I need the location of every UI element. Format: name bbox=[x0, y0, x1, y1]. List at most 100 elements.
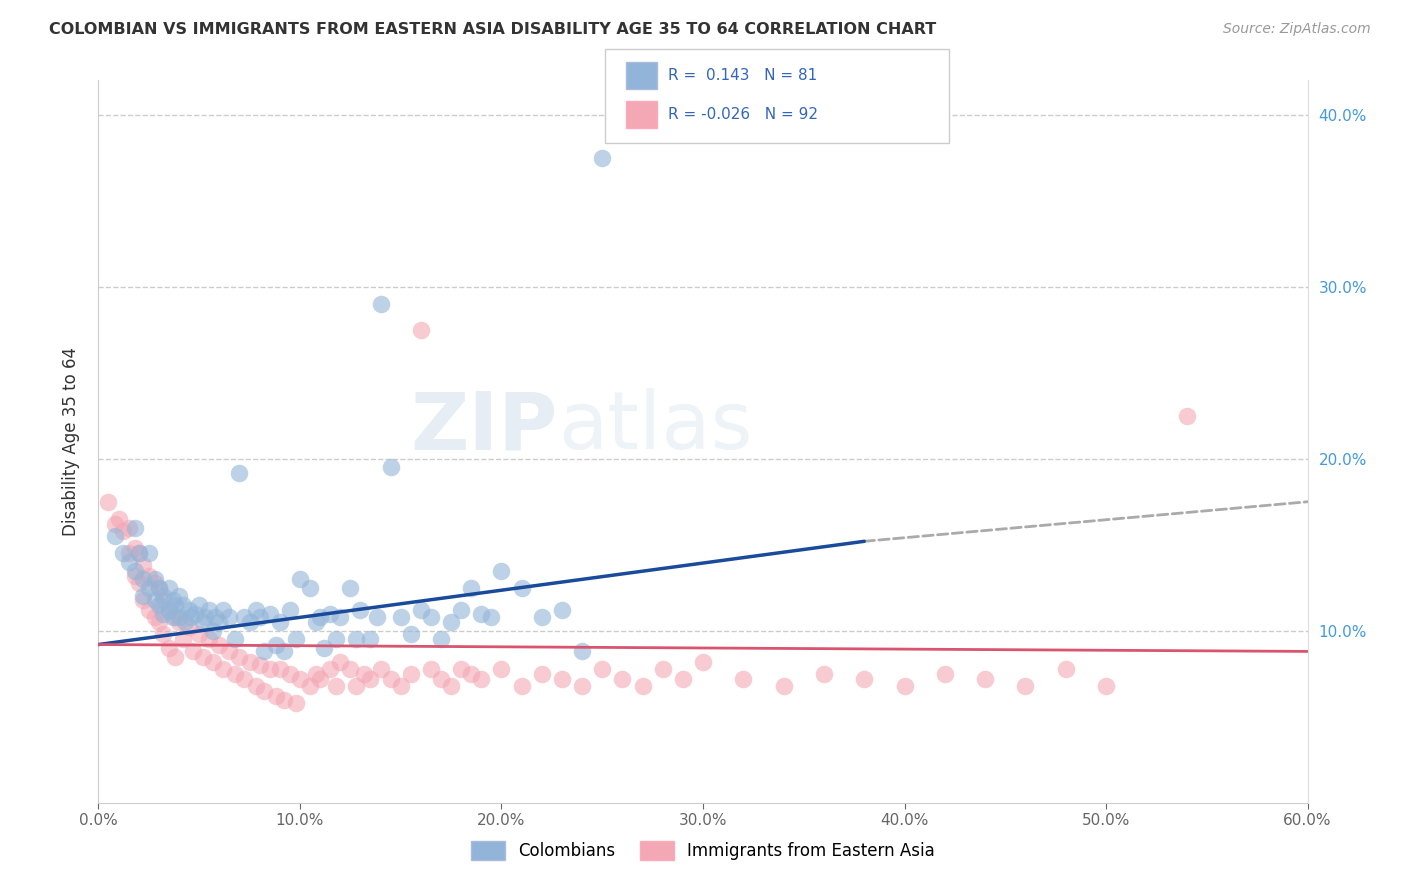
Point bbox=[259, 662, 281, 676]
Point bbox=[284, 632, 307, 647]
Point bbox=[148, 581, 170, 595]
Text: Source: ZipAtlas.com: Source: ZipAtlas.com bbox=[1223, 22, 1371, 37]
Point bbox=[128, 546, 150, 560]
Point bbox=[172, 598, 194, 612]
Point bbox=[571, 644, 593, 658]
Point bbox=[152, 627, 174, 641]
Point bbox=[813, 666, 835, 681]
Point bbox=[239, 615, 262, 630]
Point bbox=[430, 632, 453, 647]
Point bbox=[353, 666, 375, 681]
Point bbox=[132, 572, 155, 586]
Point bbox=[278, 603, 301, 617]
Point bbox=[360, 632, 382, 647]
Point bbox=[420, 610, 443, 624]
Point bbox=[314, 640, 336, 655]
Point bbox=[232, 610, 254, 624]
Point bbox=[128, 575, 150, 590]
Point bbox=[440, 679, 463, 693]
Point bbox=[152, 590, 174, 604]
Point bbox=[163, 649, 186, 664]
Point bbox=[138, 546, 160, 560]
Point bbox=[399, 627, 422, 641]
Text: atlas: atlas bbox=[558, 388, 752, 467]
Point bbox=[132, 592, 155, 607]
Point bbox=[157, 603, 180, 617]
Point bbox=[143, 592, 166, 607]
Point bbox=[249, 658, 271, 673]
Point bbox=[470, 672, 492, 686]
Point bbox=[551, 603, 574, 617]
Point bbox=[163, 598, 186, 612]
Point bbox=[124, 520, 146, 534]
Point bbox=[370, 662, 392, 676]
Point bbox=[184, 607, 207, 621]
Point bbox=[157, 603, 180, 617]
Point bbox=[325, 632, 347, 647]
Point bbox=[450, 603, 472, 617]
Point bbox=[249, 610, 271, 624]
Point bbox=[245, 679, 267, 693]
Point bbox=[309, 672, 332, 686]
Point bbox=[430, 672, 453, 686]
Point bbox=[174, 615, 197, 630]
Point bbox=[138, 568, 160, 582]
Point bbox=[631, 679, 654, 693]
Point bbox=[329, 610, 352, 624]
Point bbox=[97, 494, 120, 508]
Point bbox=[218, 644, 240, 658]
Point bbox=[370, 297, 392, 311]
Point bbox=[1014, 679, 1036, 693]
Point bbox=[893, 679, 915, 693]
Point bbox=[399, 666, 422, 681]
Point bbox=[204, 610, 226, 624]
Point bbox=[194, 610, 217, 624]
Point bbox=[245, 603, 267, 617]
Legend: Colombians, Immigrants from Eastern Asia: Colombians, Immigrants from Eastern Asia bbox=[465, 834, 941, 867]
Point bbox=[460, 581, 482, 595]
Point bbox=[530, 666, 553, 681]
Point bbox=[733, 672, 755, 686]
Point bbox=[273, 692, 295, 706]
Point bbox=[228, 649, 250, 664]
Point bbox=[138, 581, 160, 595]
Text: R = -0.026   N = 92: R = -0.026 N = 92 bbox=[668, 107, 818, 121]
Point bbox=[118, 546, 141, 560]
Point bbox=[202, 655, 225, 669]
Point bbox=[344, 679, 367, 693]
Text: COLOMBIAN VS IMMIGRANTS FROM EASTERN ASIA DISABILITY AGE 35 TO 64 CORRELATION CH: COLOMBIAN VS IMMIGRANTS FROM EASTERN ASI… bbox=[49, 22, 936, 37]
Point bbox=[409, 323, 432, 337]
Point bbox=[319, 662, 342, 676]
Point bbox=[253, 644, 276, 658]
Point bbox=[143, 572, 166, 586]
Point bbox=[167, 615, 190, 630]
Point bbox=[934, 666, 956, 681]
Point bbox=[460, 666, 482, 681]
Point bbox=[143, 575, 166, 590]
Point bbox=[409, 603, 432, 617]
Point bbox=[491, 564, 513, 578]
Point bbox=[103, 517, 125, 532]
Point bbox=[591, 151, 613, 165]
Point bbox=[1095, 679, 1118, 693]
Point bbox=[309, 610, 332, 624]
Point bbox=[481, 610, 503, 624]
Point bbox=[162, 610, 184, 624]
Point bbox=[612, 672, 634, 686]
Point bbox=[188, 627, 211, 641]
Point bbox=[163, 610, 186, 624]
Point bbox=[128, 546, 150, 560]
Point bbox=[349, 603, 371, 617]
Point bbox=[152, 607, 174, 621]
Point bbox=[491, 662, 513, 676]
Point bbox=[132, 558, 155, 573]
Point bbox=[162, 592, 184, 607]
Point bbox=[202, 624, 225, 638]
Point bbox=[1175, 409, 1198, 423]
Point bbox=[325, 679, 347, 693]
Point bbox=[288, 672, 311, 686]
Point bbox=[329, 655, 352, 669]
Point bbox=[591, 662, 613, 676]
Point bbox=[124, 564, 146, 578]
Point bbox=[212, 662, 235, 676]
